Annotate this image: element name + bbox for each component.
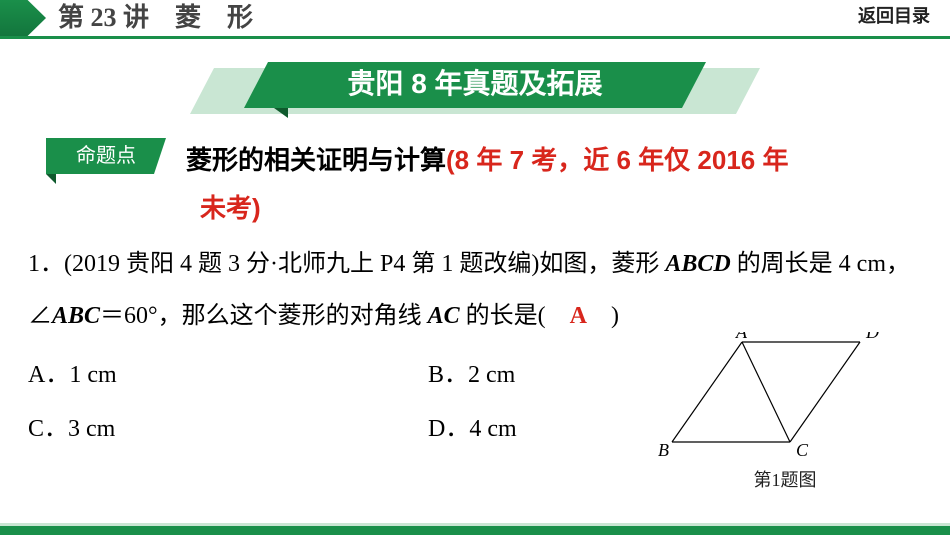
chevron-icon (0, 0, 46, 36)
lesson-title: 第 23 讲 菱 形 (58, 0, 253, 36)
q-text-4: 的长是( (460, 303, 570, 329)
question-heading: 菱形的相关证明与计算(8 年 7 考，近 6 年仅 2016 年 (186, 138, 906, 182)
question-body: 1．(2019 贵阳 4 题 3 分·北师九上 P4 第 1 题改编)如图，菱形… (28, 238, 928, 342)
q-abcd: ABCD (665, 251, 730, 277)
q-ac: AC (428, 303, 460, 329)
options: A．1 cm B．2 cm C．3 cm D．4 cm (28, 348, 648, 456)
top-divider (0, 36, 950, 39)
topic-tag: 命题点 (46, 138, 166, 178)
q-abc: ABC (52, 303, 100, 329)
q-text-1: 1．(2019 贵阳 4 题 3 分·北师九上 P4 第 1 题改编)如图，菱形 (28, 251, 665, 277)
option-row-2: C．3 cm D．4 cm (28, 402, 648, 456)
answer-label: A (570, 303, 587, 329)
q-text-3: ＝60°，那么这个菱形的对角线 (100, 303, 428, 329)
option-d: D．4 cm (428, 402, 517, 456)
option-a: A．1 cm (28, 348, 428, 402)
tag-fold-icon (46, 174, 56, 184)
option-c: C．3 cm (28, 402, 428, 456)
option-b: B．2 cm (428, 348, 515, 402)
svg-text:D: D (865, 332, 879, 342)
svg-text:B: B (658, 440, 669, 460)
heading-red-2: 未考) (200, 186, 261, 230)
back-to-toc-link[interactable]: 返回目录 (858, 2, 930, 28)
slide: 第 23 讲 菱 形 返回目录 贵阳 8 年真题及拓展 命题点 菱形的相关证明与… (0, 0, 950, 535)
topbar: 第 23 讲 菱 形 返回目录 (0, 0, 950, 36)
svg-text:A: A (735, 332, 748, 342)
heading-red-1: (8 年 7 考，近 6 年仅 2016 年 (446, 145, 788, 175)
figure: A D B C 第1题图 (650, 332, 920, 492)
rhombus-diagram: A D B C (650, 332, 890, 462)
topic-tag-label: 命题点 (46, 138, 166, 174)
figure-caption: 第1题图 (650, 466, 920, 492)
option-row-1: A．1 cm B．2 cm (28, 348, 648, 402)
section-banner: 贵阳 8 年真题及拓展 (190, 62, 760, 114)
bottom-bar (0, 523, 950, 535)
q-text-5: ) (587, 303, 619, 329)
heading-black: 菱形的相关证明与计算 (186, 145, 446, 175)
svg-text:C: C (796, 440, 809, 460)
banner-title: 贵阳 8 年真题及拓展 (244, 62, 706, 108)
